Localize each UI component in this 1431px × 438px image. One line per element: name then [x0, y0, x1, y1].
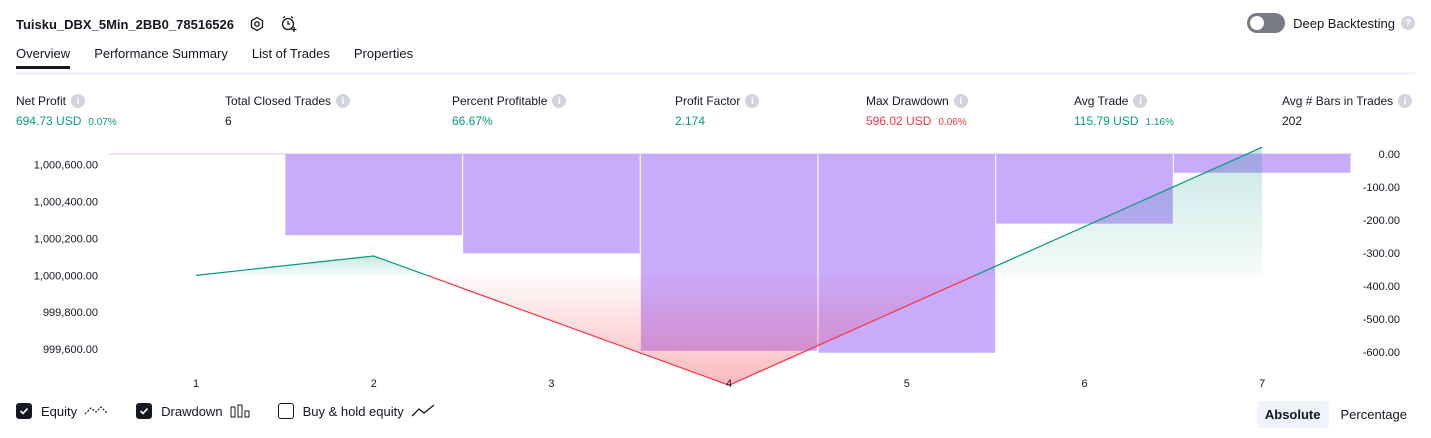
- metric-label: Avg Trade: [1074, 94, 1129, 108]
- mode-switch: Absolute Percentage: [1253, 401, 1415, 428]
- equity-line-icon: [84, 404, 108, 418]
- legend-buy-hold[interactable]: Buy & hold equity: [277, 403, 435, 419]
- metric-label: Max Drawdown: [866, 94, 949, 108]
- metric-max-drawdown: Max Drawdown i 596.02 USD 0.06%: [866, 94, 968, 128]
- gear-icon[interactable]: [248, 15, 266, 33]
- deep-backtesting-label: Deep Backtesting: [1293, 15, 1395, 31]
- absolute-button[interactable]: Absolute: [1256, 401, 1329, 428]
- drawdown-bars-icon: [230, 404, 250, 418]
- metric-value: 6: [225, 114, 232, 128]
- metric-value: 596.02 USD: [866, 114, 932, 128]
- metric-label: Net Profit: [16, 94, 67, 108]
- equity-drawdown-chart: 1,000,600.00 1,000,400.00 1,000,200.00 1,00…: [34, 146, 1400, 390]
- metric-value: 2.174: [675, 114, 706, 128]
- info-icon[interactable]: i: [1398, 94, 1413, 108]
- strategy-name: Tuisku_DBX_5Min_2BB0_78516526: [16, 16, 234, 32]
- tab-properties[interactable]: Properties: [353, 46, 414, 61]
- right-axis-tick: -200.00: [1363, 215, 1400, 227]
- legend-drawdown[interactable]: Drawdown: [136, 403, 250, 419]
- add-alert-clock-icon[interactable]: [280, 15, 298, 33]
- info-icon[interactable]: i: [1133, 94, 1148, 108]
- metric-value: 115.79 USD: [1074, 114, 1139, 128]
- info-icon[interactable]: i: [336, 94, 351, 108]
- right-axis-tick: -400.00: [1363, 281, 1400, 293]
- equity-line: [426, 274, 976, 386]
- buy-hold-checkbox[interactable]: [277, 403, 294, 419]
- x-axis-tick: 3: [548, 378, 554, 390]
- x-axis-tick: 5: [904, 378, 910, 390]
- metric-net-profit: Net Profit i 694.73 USD 0.07%: [16, 94, 117, 128]
- tab-bar: Overview Performance Summary List of Tra…: [16, 46, 437, 69]
- metric-percent: 0.06%: [938, 117, 967, 128]
- drawdown-bar: [285, 153, 462, 236]
- equity-checkbox[interactable]: [16, 403, 32, 419]
- left-axis-tick: 1,000,400.00: [34, 197, 98, 209]
- metric-value: 694.73 USD: [16, 114, 82, 128]
- metric-avg-trade: Avg Trade i 115.79 USD 1.16%: [1074, 94, 1174, 128]
- percentage-button[interactable]: Percentage: [1340, 407, 1408, 422]
- metric-avg-bars-in-trades: Avg # Bars in Trades i 202: [1282, 94, 1413, 128]
- info-icon[interactable]: i: [745, 94, 760, 108]
- left-axis-tick: 1,000,200.00: [34, 233, 98, 245]
- equity-area-down: [426, 275, 976, 386]
- tab-performance-summary[interactable]: Performance Summary: [94, 46, 228, 61]
- metric-value: 202: [1282, 114, 1303, 128]
- help-icon[interactable]: ?: [1401, 16, 1415, 30]
- left-axis-tick: 1,000,000.00: [34, 270, 98, 282]
- info-icon[interactable]: i: [953, 94, 968, 108]
- info-icon[interactable]: i: [552, 94, 567, 108]
- info-icon[interactable]: i: [71, 94, 86, 108]
- equity-line: [974, 146, 1263, 276]
- right-axis-tick: -600.00: [1363, 347, 1400, 359]
- left-axis-tick: 999,800.00: [43, 307, 98, 319]
- metric-percent: 0.07%: [88, 117, 117, 128]
- legend-equity[interactable]: Equity: [16, 403, 108, 419]
- equity-label: Equity: [41, 403, 78, 419]
- x-axis-tick: 1: [193, 378, 199, 390]
- metric-label: Profit Factor: [675, 94, 741, 108]
- buy-hold-label: Buy & hold equity: [302, 403, 404, 419]
- right-axis-tick: -300.00: [1363, 248, 1400, 260]
- drawdown-label: Drawdown: [161, 403, 223, 419]
- deep-backtesting-toggle[interactable]: [1247, 13, 1286, 33]
- x-axis-tick: 6: [1081, 378, 1087, 390]
- buy-hold-line-icon: [411, 404, 435, 418]
- metric-label: Total Closed Trades: [225, 94, 332, 108]
- tab-list-of-trades[interactable]: List of Trades: [251, 46, 330, 61]
- strategy-header: Tuisku_DBX_5Min_2BB0_78516526: [16, 12, 298, 36]
- metric-total-closed-trades: Total Closed Trades i 6: [225, 94, 351, 128]
- metric-label: Percent Profitable: [452, 94, 548, 108]
- left-axis-tick: 999,600.00: [43, 344, 98, 356]
- metric-value: 66.67%: [452, 114, 493, 128]
- right-axis-tick: -500.00: [1363, 314, 1400, 326]
- right-axis-tick: -100.00: [1363, 182, 1400, 194]
- left-axis-tick: 1,000,600.00: [34, 160, 98, 172]
- metric-label: Avg # Bars in Trades: [1282, 94, 1394, 108]
- drawdown-checkbox[interactable]: [136, 403, 153, 419]
- chart-legend: Equity Drawdown Buy & hold equity: [16, 403, 463, 419]
- x-axis-tick: 2: [371, 378, 377, 390]
- metric-profit-factor: Profit Factor i 2.174: [675, 94, 760, 128]
- metric-percent-profitable: Percent Profitable i 66.67%: [452, 94, 567, 128]
- tab-divider: [16, 72, 1415, 75]
- equity-line: [195, 255, 428, 276]
- x-axis-tick: 7: [1259, 378, 1265, 390]
- right-axis-tick: 0.00: [1379, 149, 1400, 161]
- deep-backtesting: Deep Backtesting ?: [1247, 13, 1415, 33]
- drawdown-bar: [463, 153, 640, 254]
- metric-percent: 1.16%: [1145, 117, 1174, 128]
- equity-area-up: [196, 256, 427, 276]
- x-axis-tick: 4: [726, 378, 732, 390]
- tab-overview[interactable]: Overview: [16, 46, 71, 69]
